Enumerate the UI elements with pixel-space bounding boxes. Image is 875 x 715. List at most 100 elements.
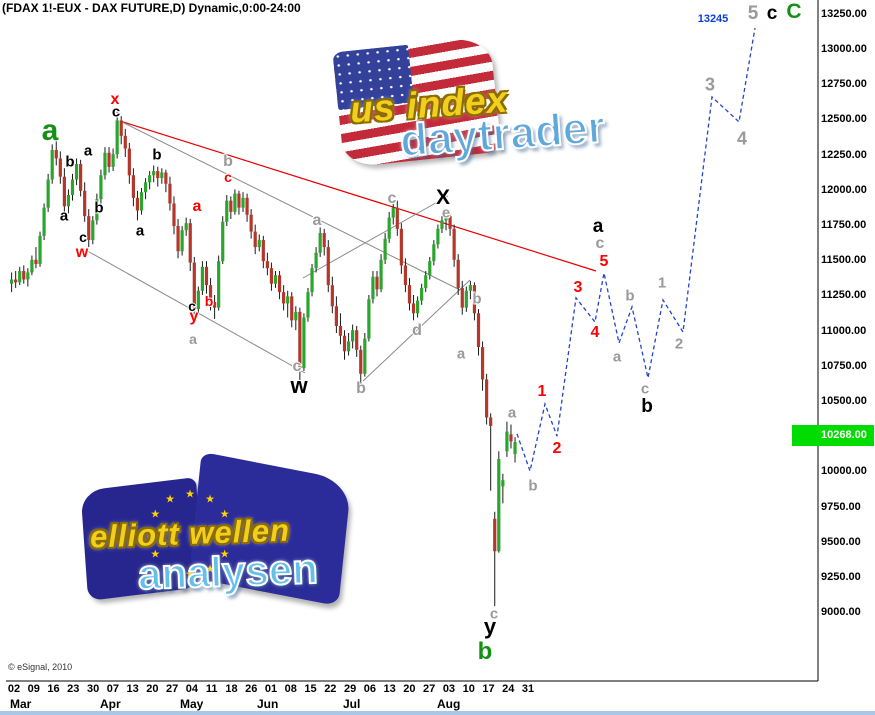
wave-label-c-gray: c <box>640 380 650 398</box>
candle-body <box>452 228 456 260</box>
candle-body <box>46 179 50 208</box>
date-tick-label: 02 <box>7 683 21 695</box>
wave-label-b-black: b <box>94 199 104 217</box>
eu-star-icon: ★ <box>145 528 155 541</box>
candle-body <box>66 195 71 207</box>
wave-label-w-red: w <box>75 244 89 261</box>
window-bottom-edge <box>0 711 875 715</box>
price-tick-label: 10000.00 <box>821 465 867 478</box>
price-tick-label: 11500.00 <box>821 254 867 267</box>
candle-body <box>135 197 140 211</box>
candle-body <box>428 261 432 276</box>
wave-label-b-gray: b <box>472 290 482 308</box>
date-tick-label: 22 <box>324 683 337 695</box>
eu-star-icon: ★ <box>205 493 215 506</box>
candle-body <box>208 285 213 303</box>
wave-label-b-gray: b <box>223 153 233 170</box>
candle-body <box>237 193 241 208</box>
price-tick-label: 13000.00 <box>821 42 867 55</box>
candle-body <box>456 259 460 288</box>
candle-body <box>14 279 18 283</box>
wave-label-a-gray: a <box>507 404 517 422</box>
date-tick-label: 27 <box>423 683 436 695</box>
candle-body <box>119 120 123 136</box>
candle-body <box>74 164 79 180</box>
candle-body <box>139 192 144 211</box>
month-label: Jul <box>343 697 361 711</box>
candle-body <box>156 171 160 179</box>
candle-body <box>489 417 493 426</box>
candle-body <box>302 317 306 369</box>
date-tick-label: 07 <box>106 683 119 695</box>
candle-body <box>54 149 58 159</box>
month-label: Jun <box>257 697 279 711</box>
candle-body <box>91 220 95 241</box>
candle-body <box>436 228 440 245</box>
candle-body <box>468 285 472 291</box>
candle-body <box>168 183 172 204</box>
price-tick-label: 12250.00 <box>821 148 867 161</box>
wave-label-3-gray: 3 <box>704 74 716 95</box>
candle-body <box>387 217 391 239</box>
candle-body <box>233 193 237 212</box>
date-tick-label: 18 <box>225 683 238 695</box>
price-tick-label: 12500.00 <box>821 113 867 126</box>
eu-star-icon: ★ <box>150 508 161 521</box>
candle-body <box>115 120 119 155</box>
wave-label-b-black: b <box>641 396 653 417</box>
date-tick-label: 13 <box>126 683 139 695</box>
candle-body <box>399 228 403 266</box>
candle-body <box>355 330 359 350</box>
candle-body <box>164 172 168 184</box>
candle-body <box>383 238 387 260</box>
wave-label-x-red: x <box>110 91 120 108</box>
wave-label-2-red: 2 <box>552 440 562 457</box>
candle-body <box>38 235 42 264</box>
trendline-red-resistance <box>119 120 597 272</box>
candle-body <box>363 338 367 374</box>
wave-label-a-black: a <box>592 216 604 237</box>
price-tick-label: 9250.00 <box>821 570 861 583</box>
wave-label-c-gray: c <box>489 605 499 623</box>
candle-body <box>225 200 229 222</box>
date-tick-label: 16 <box>47 683 60 695</box>
wave-label-y-black: y <box>483 614 497 639</box>
wave-label-c-black: c <box>766 3 778 24</box>
date-tick-label: 09 <box>27 683 40 695</box>
wave-label-1-red: 1 <box>537 383 547 400</box>
candle-body <box>241 197 245 208</box>
candle-body <box>50 149 54 180</box>
chart-title: (FDAX 1!-EUX - DAX FUTURE,D) Dynamic,0:0… <box>2 1 301 15</box>
eu-star-icon: ★ <box>150 548 161 561</box>
candle-body <box>107 152 111 167</box>
candle-body <box>460 287 464 308</box>
candle-body <box>196 290 200 310</box>
candle-body <box>420 287 424 301</box>
date-tick-label: 20 <box>146 683 159 695</box>
candle-body <box>322 233 326 248</box>
date-tick-label: 04 <box>185 683 199 695</box>
wave-label-c-black: c <box>188 298 196 314</box>
date-tick-label: 29 <box>343 683 357 695</box>
wave-label-b-black: b <box>152 146 162 164</box>
candle-body <box>22 271 26 280</box>
candle-body <box>318 233 322 253</box>
candle-body <box>416 300 420 314</box>
wave-label-X-black: X <box>435 186 451 209</box>
wave-label-a-black: a <box>59 207 69 225</box>
wave-label-b-black: b <box>65 153 75 171</box>
wave-label-a-black: a <box>83 142 93 160</box>
candle-body <box>269 268 274 284</box>
wave-label-c-red: c <box>224 169 232 185</box>
candle-body <box>180 230 184 252</box>
candle-body <box>200 266 205 291</box>
candle-body <box>131 175 135 198</box>
candle-body <box>509 434 513 442</box>
candle-body <box>221 221 225 262</box>
candle-body <box>192 262 196 310</box>
price-tick-label: 9750.00 <box>821 500 861 513</box>
price-tick-label: 10750.00 <box>821 359 867 372</box>
wave-label-a-gray: a <box>312 212 322 229</box>
candle-body <box>34 259 38 264</box>
